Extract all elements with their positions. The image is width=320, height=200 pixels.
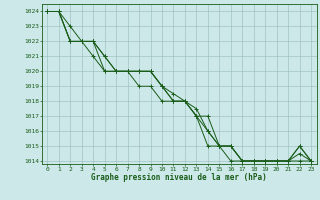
X-axis label: Graphe pression niveau de la mer (hPa): Graphe pression niveau de la mer (hPa) (91, 173, 267, 182)
